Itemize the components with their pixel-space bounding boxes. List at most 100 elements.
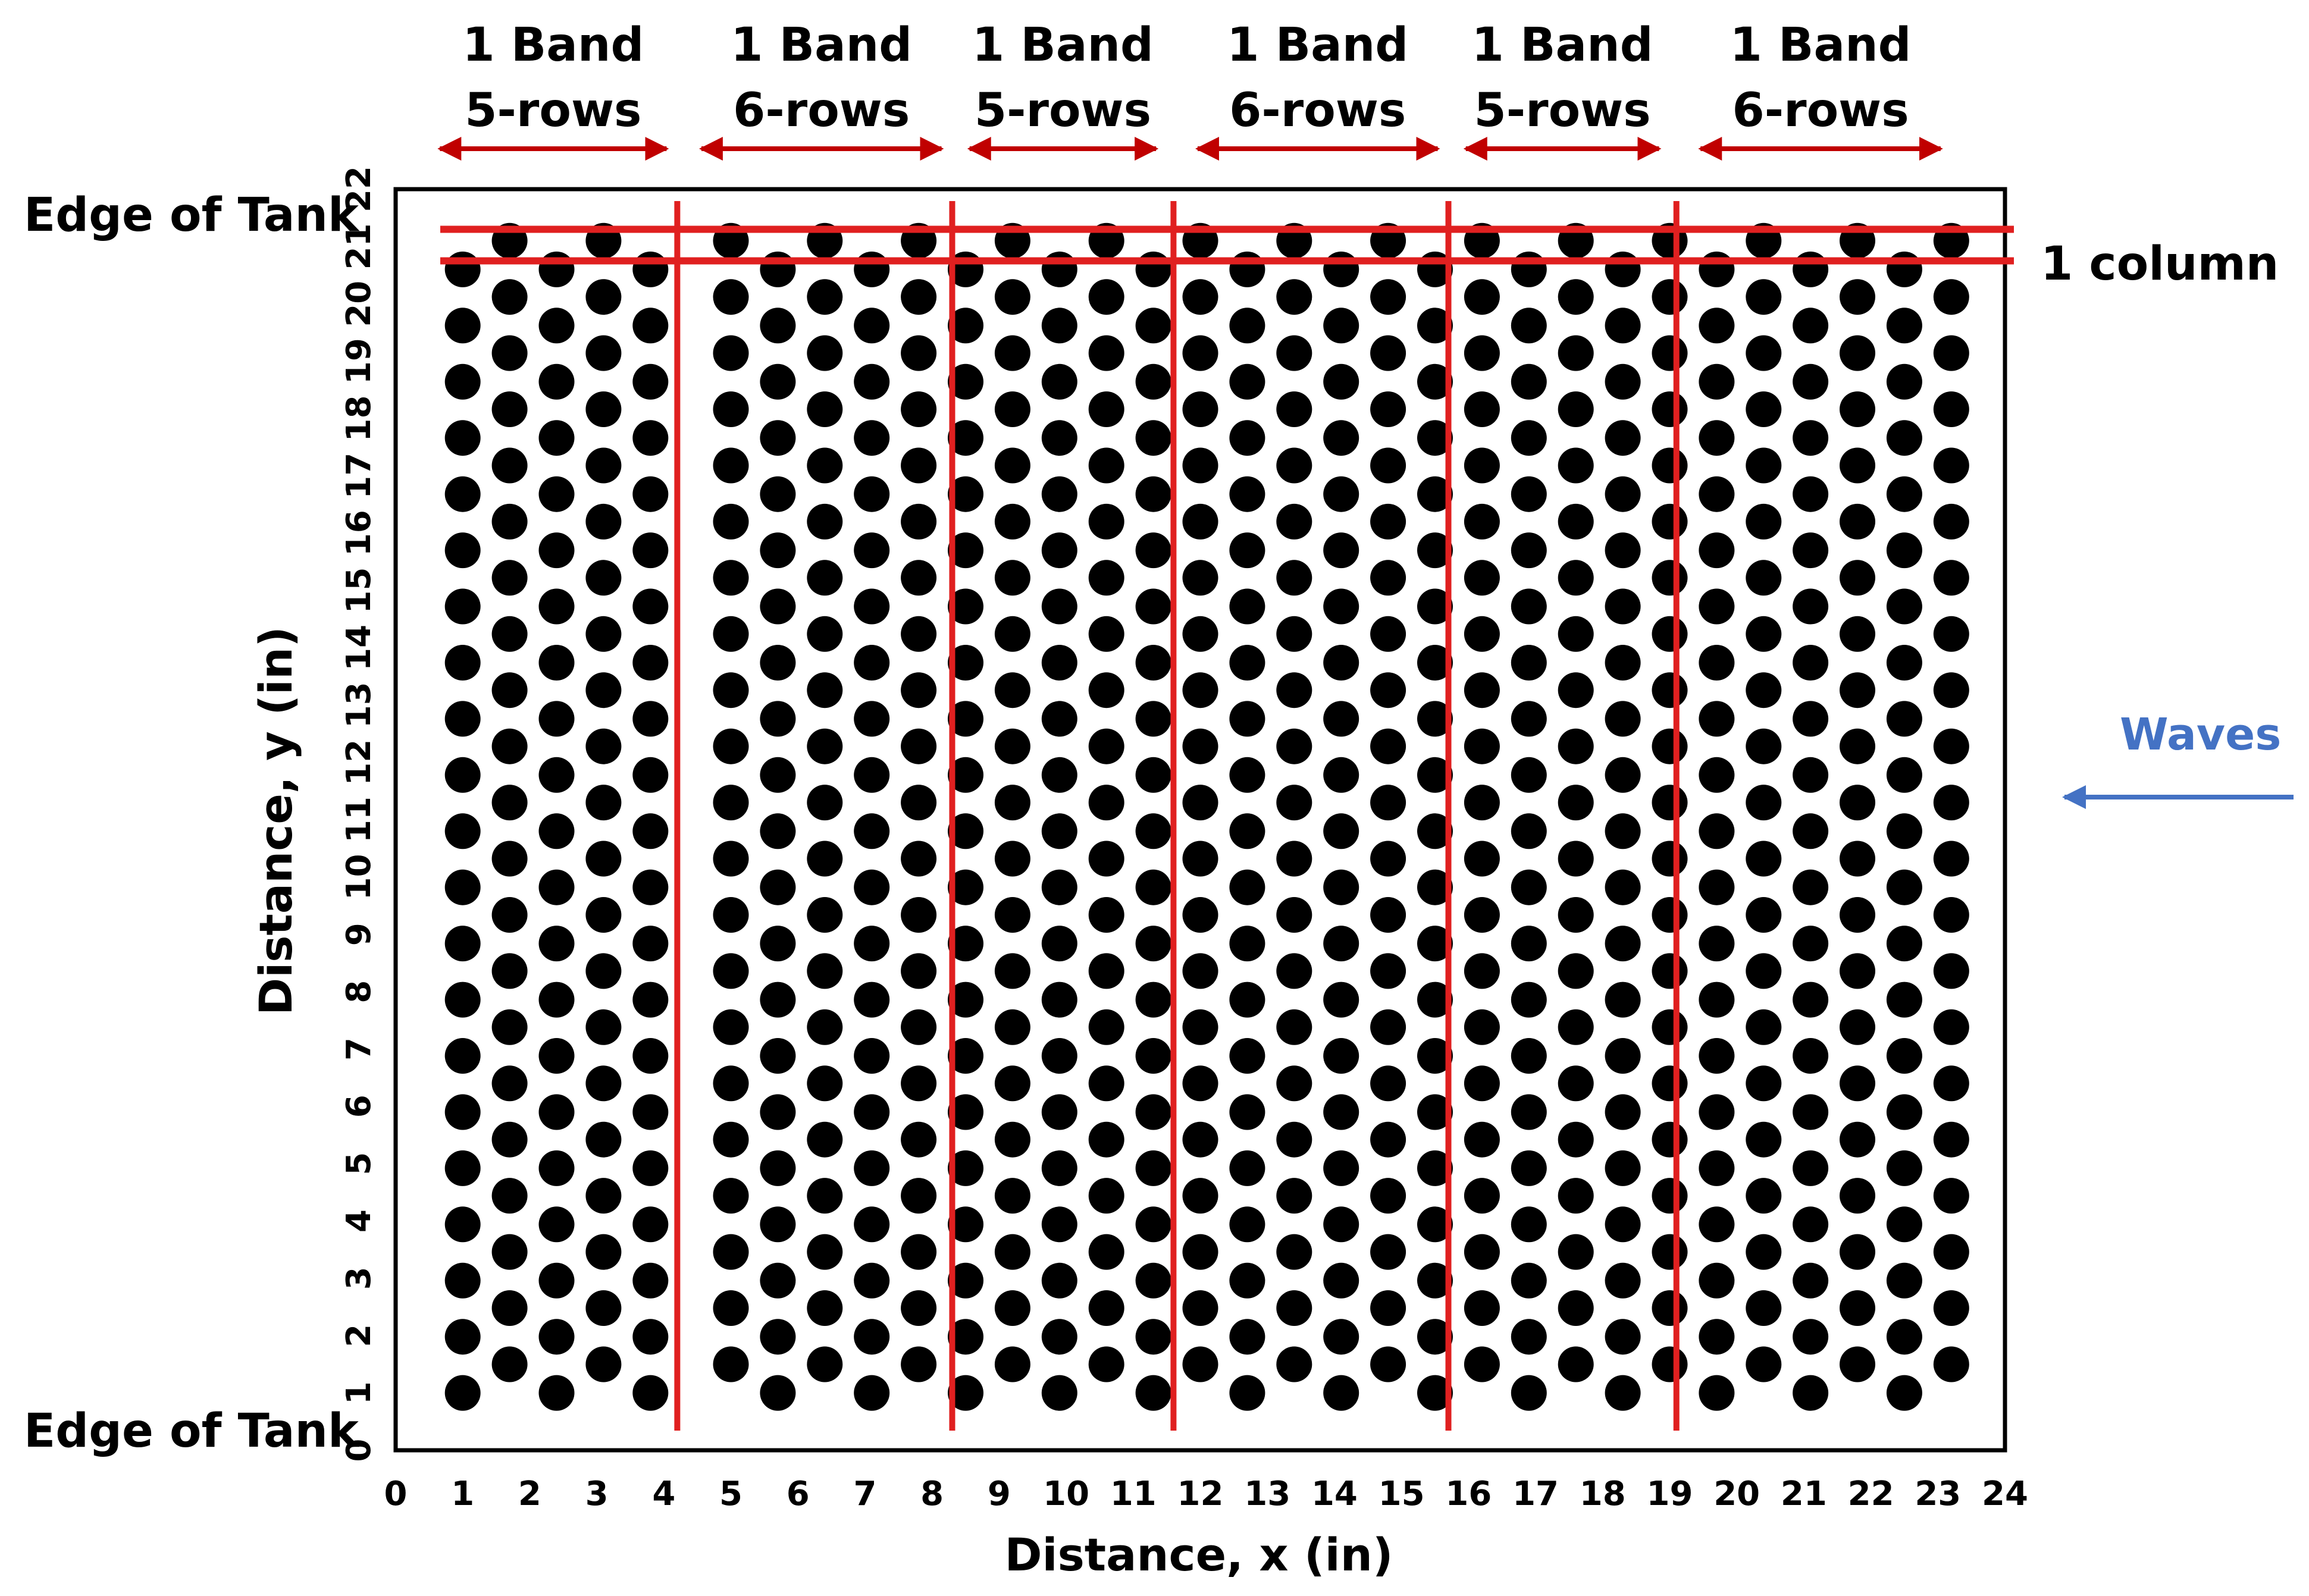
dot — [1511, 701, 1547, 737]
dot — [491, 391, 528, 427]
dot — [1088, 447, 1124, 484]
dot — [491, 1121, 528, 1158]
dot — [1276, 1290, 1312, 1326]
dot — [1746, 953, 1782, 989]
dot — [1558, 953, 1594, 989]
y-tick-label: 16 — [340, 510, 378, 556]
x-tick-label: 14 — [1311, 1475, 1358, 1513]
dot — [1276, 616, 1312, 652]
y-tick-label: 10 — [340, 854, 378, 900]
dot — [1370, 1290, 1406, 1326]
dot — [1511, 1150, 1547, 1186]
dot — [1088, 335, 1124, 371]
x-tick-label: 21 — [1781, 1475, 1827, 1513]
dot — [491, 279, 528, 315]
dot — [1558, 391, 1594, 427]
dot — [491, 1009, 528, 1045]
dot — [1840, 503, 1875, 540]
dot — [994, 616, 1030, 652]
dot — [760, 1038, 796, 1074]
dot — [1793, 1206, 1829, 1243]
dot — [760, 869, 796, 905]
dot — [1041, 1150, 1077, 1186]
dot — [1323, 1262, 1359, 1299]
dot — [948, 813, 983, 849]
dot — [1041, 532, 1077, 569]
dot — [1182, 1178, 1218, 1214]
dot — [1276, 1065, 1312, 1102]
dot — [994, 785, 1030, 821]
y-tick-label: 2 — [340, 1324, 378, 1347]
dot — [491, 785, 528, 821]
dot — [1933, 841, 1969, 877]
dot — [1840, 1234, 1875, 1270]
x-tick-label: 13 — [1244, 1475, 1290, 1513]
dot — [1229, 1038, 1265, 1074]
dot — [1605, 1038, 1641, 1074]
dot — [1746, 728, 1782, 764]
dot — [444, 757, 481, 793]
y-tick-label: 5 — [340, 1152, 378, 1175]
band-label-line2: 5-rows — [1474, 84, 1651, 137]
dot — [760, 701, 796, 737]
dot — [444, 476, 481, 512]
dot — [713, 1121, 749, 1158]
dot — [585, 1065, 622, 1102]
dot — [901, 503, 937, 540]
dot — [901, 279, 937, 315]
dot — [1323, 1150, 1359, 1186]
dot — [1370, 897, 1406, 933]
dot — [1464, 1346, 1500, 1382]
dot — [901, 1234, 937, 1270]
dot — [1229, 251, 1265, 287]
dot — [1041, 1094, 1077, 1130]
dot — [760, 757, 796, 793]
dot — [1652, 391, 1688, 427]
dot — [1229, 420, 1265, 456]
dot — [948, 1319, 983, 1355]
dot — [1323, 588, 1359, 625]
dot — [1699, 926, 1735, 962]
y-tick-label: 12 — [340, 739, 378, 786]
dot — [1558, 616, 1594, 652]
dot — [491, 1065, 528, 1102]
dot — [1417, 420, 1453, 456]
x-tick-label: 15 — [1378, 1475, 1425, 1513]
dot — [1511, 982, 1547, 1018]
dot — [1323, 1206, 1359, 1243]
dot — [1323, 1375, 1359, 1411]
dot — [1229, 1375, 1265, 1411]
dot — [1746, 1178, 1782, 1214]
dot — [491, 953, 528, 989]
dot — [632, 1150, 669, 1186]
dot — [1746, 1290, 1782, 1326]
y-tick-label: 17 — [340, 453, 378, 499]
dot — [632, 588, 669, 625]
dot — [1840, 897, 1875, 933]
dot — [1699, 476, 1735, 512]
dot — [713, 279, 749, 315]
x-tick-label: 23 — [1915, 1475, 1961, 1513]
dot — [807, 560, 843, 596]
dot — [1276, 728, 1312, 764]
dot — [1840, 1346, 1875, 1382]
dot — [713, 672, 749, 708]
dot — [854, 813, 890, 849]
dot — [491, 560, 528, 596]
dot — [1558, 672, 1594, 708]
dot — [1793, 363, 1829, 400]
dot — [1793, 926, 1829, 962]
dot — [807, 1009, 843, 1045]
dot — [491, 1178, 528, 1214]
dot — [1605, 869, 1641, 905]
dot — [444, 813, 481, 849]
dot — [1464, 1065, 1500, 1102]
dot — [994, 503, 1030, 540]
y-tick-label: 8 — [340, 980, 378, 1004]
dot — [1041, 645, 1077, 681]
dot — [713, 1009, 749, 1045]
band-divider-lines — [674, 201, 1680, 1431]
dot — [585, 391, 622, 427]
x-tick-label: 9 — [988, 1475, 1011, 1513]
dot — [1135, 420, 1171, 456]
